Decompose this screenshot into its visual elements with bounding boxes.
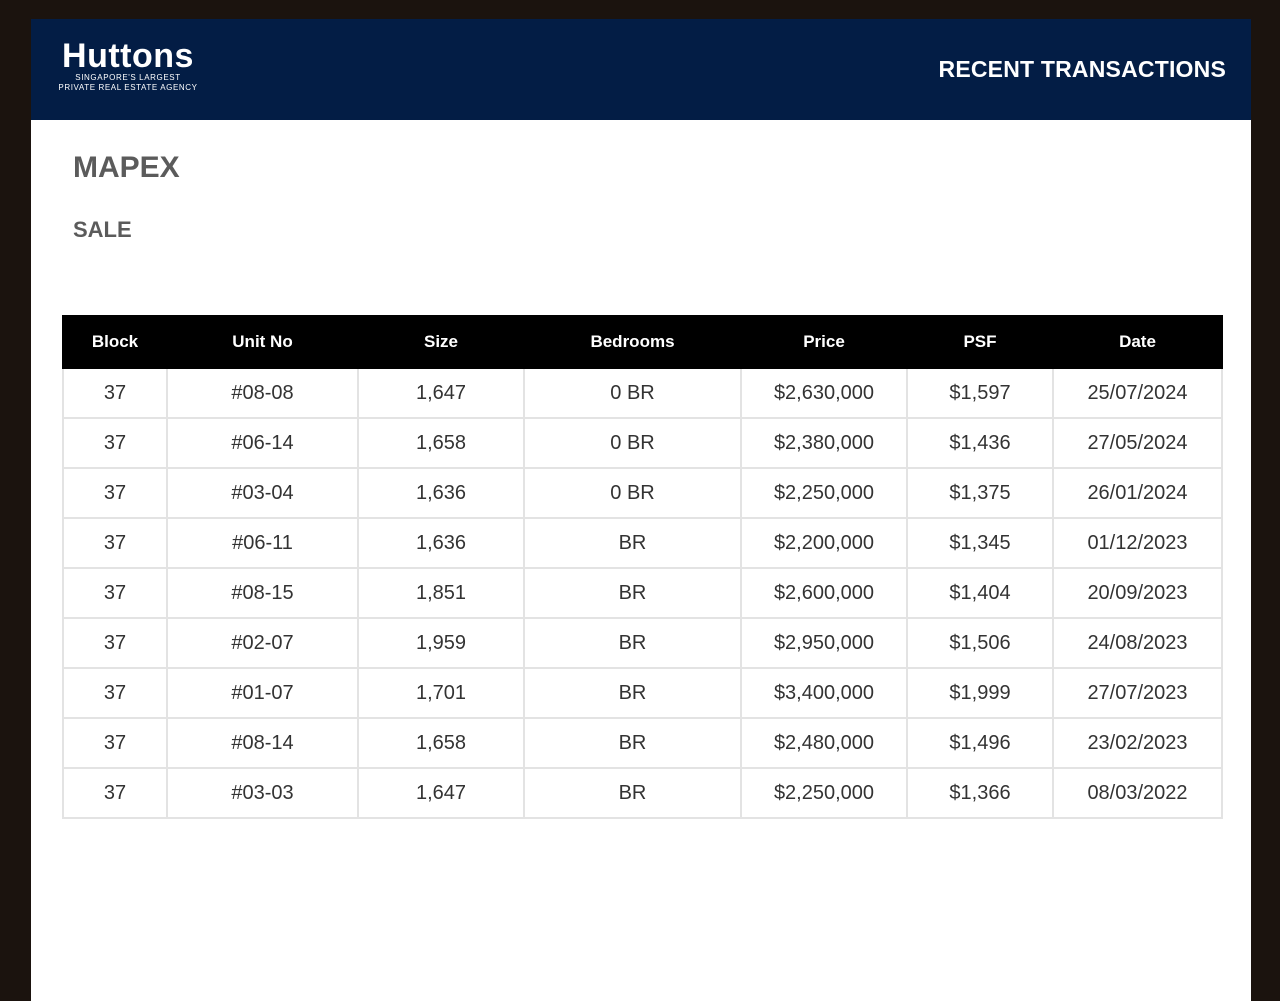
table-row: 37 #06-14 1,658 0 BR $2,380,000 $1,436 2… (62, 417, 1223, 469)
column-header-bedrooms: Bedrooms (523, 315, 742, 369)
table-row: 37 #02-07 1,959 BR $2,950,000 $1,506 24/… (62, 617, 1223, 669)
cell-block: 37 (62, 467, 168, 519)
cell-psf: $1,597 (906, 367, 1054, 419)
cell-psf: $1,375 (906, 467, 1054, 519)
table-row: 37 #08-14 1,658 BR $2,480,000 $1,496 23/… (62, 717, 1223, 769)
cell-unit-no: #03-03 (166, 767, 359, 819)
cell-block: 37 (62, 717, 168, 769)
cell-unit-no: #06-14 (166, 417, 359, 469)
cell-date: 27/05/2024 (1052, 417, 1223, 469)
cell-date: 20/09/2023 (1052, 567, 1223, 619)
cell-size: 1,636 (357, 467, 525, 519)
table-row: 37 #01-07 1,701 BR $3,400,000 $1,999 27/… (62, 667, 1223, 719)
cell-price: $2,480,000 (740, 717, 908, 769)
cell-block: 37 (62, 417, 168, 469)
column-header-size: Size (357, 315, 525, 369)
cell-bedrooms: BR (523, 667, 742, 719)
cell-psf: $1,404 (906, 567, 1054, 619)
document-page: Huttons SINGAPORE'S LARGEST PRIVATE REAL… (31, 19, 1251, 1001)
project-name: MAPEX (73, 151, 180, 184)
cell-block: 37 (62, 367, 168, 419)
cell-size: 1,636 (357, 517, 525, 569)
header-title: RECENT TRANSACTIONS (938, 56, 1226, 82)
cell-bedrooms: BR (523, 617, 742, 669)
cell-size: 1,658 (357, 417, 525, 469)
table-header-row: Block Unit No Size Bedrooms Price PSF Da… (62, 315, 1223, 369)
cell-block: 37 (62, 667, 168, 719)
cell-size: 1,701 (357, 667, 525, 719)
cell-bedrooms: BR (523, 717, 742, 769)
cell-block: 37 (62, 517, 168, 569)
cell-unit-no: #06-11 (166, 517, 359, 569)
logo-tagline-line-2: PRIVATE REAL ESTATE AGENCY (58, 83, 198, 92)
cell-bedrooms: 0 BR (523, 417, 742, 469)
cell-bedrooms: 0 BR (523, 367, 742, 419)
table-row: 37 #03-04 1,636 0 BR $2,250,000 $1,375 2… (62, 467, 1223, 519)
cell-date: 27/07/2023 (1052, 667, 1223, 719)
cell-unit-no: #08-08 (166, 367, 359, 419)
cell-date: 08/03/2022 (1052, 767, 1223, 819)
cell-bedrooms: BR (523, 567, 742, 619)
cell-date: 23/02/2023 (1052, 717, 1223, 769)
table-row: 37 #06-11 1,636 BR $2,200,000 $1,345 01/… (62, 517, 1223, 569)
cell-date: 25/07/2024 (1052, 367, 1223, 419)
cell-bedrooms: BR (523, 767, 742, 819)
table-row: 37 #03-03 1,647 BR $2,250,000 $1,366 08/… (62, 767, 1223, 819)
column-header-date: Date (1052, 315, 1223, 369)
huttons-logo: Huttons SINGAPORE'S LARGEST PRIVATE REAL… (53, 39, 203, 93)
cell-size: 1,851 (357, 567, 525, 619)
cell-psf: $1,436 (906, 417, 1054, 469)
cell-unit-no: #02-07 (166, 617, 359, 669)
cell-price: $2,250,000 (740, 467, 908, 519)
cell-price: $2,250,000 (740, 767, 908, 819)
cell-price: $2,600,000 (740, 567, 908, 619)
cell-date: 26/01/2024 (1052, 467, 1223, 519)
cell-price: $2,200,000 (740, 517, 908, 569)
cell-date: 01/12/2023 (1052, 517, 1223, 569)
cell-size: 1,647 (357, 767, 525, 819)
cell-unit-no: #01-07 (166, 667, 359, 719)
table-row: 37 #08-15 1,851 BR $2,600,000 $1,404 20/… (62, 567, 1223, 619)
cell-psf: $1,496 (906, 717, 1054, 769)
cell-bedrooms: 0 BR (523, 467, 742, 519)
cell-size: 1,647 (357, 367, 525, 419)
cell-date: 24/08/2023 (1052, 617, 1223, 669)
page-header: Huttons SINGAPORE'S LARGEST PRIVATE REAL… (31, 19, 1251, 120)
cell-unit-no: #08-14 (166, 717, 359, 769)
cell-price: $2,630,000 (740, 367, 908, 419)
cell-unit-no: #03-04 (166, 467, 359, 519)
cell-block: 37 (62, 617, 168, 669)
cell-unit-no: #08-15 (166, 567, 359, 619)
cell-price: $2,950,000 (740, 617, 908, 669)
cell-block: 37 (62, 767, 168, 819)
cell-price: $3,400,000 (740, 667, 908, 719)
cell-block: 37 (62, 567, 168, 619)
column-header-block: Block (62, 315, 168, 369)
cell-psf: $1,366 (906, 767, 1054, 819)
transaction-type: SALE (73, 217, 132, 242)
cell-psf: $1,999 (906, 667, 1054, 719)
cell-size: 1,959 (357, 617, 525, 669)
transactions-table: Block Unit No Size Bedrooms Price PSF Da… (62, 315, 1223, 819)
column-header-psf: PSF (906, 315, 1054, 369)
logo-wordmark: Huttons (62, 37, 194, 75)
logo-tagline-line-1: SINGAPORE'S LARGEST (75, 73, 181, 82)
column-header-unit-no: Unit No (166, 315, 359, 369)
table-row: 37 #08-08 1,647 0 BR $2,630,000 $1,597 2… (62, 367, 1223, 419)
cell-size: 1,658 (357, 717, 525, 769)
cell-psf: $1,345 (906, 517, 1054, 569)
column-header-price: Price (740, 315, 908, 369)
cell-psf: $1,506 (906, 617, 1054, 669)
cell-price: $2,380,000 (740, 417, 908, 469)
cell-bedrooms: BR (523, 517, 742, 569)
